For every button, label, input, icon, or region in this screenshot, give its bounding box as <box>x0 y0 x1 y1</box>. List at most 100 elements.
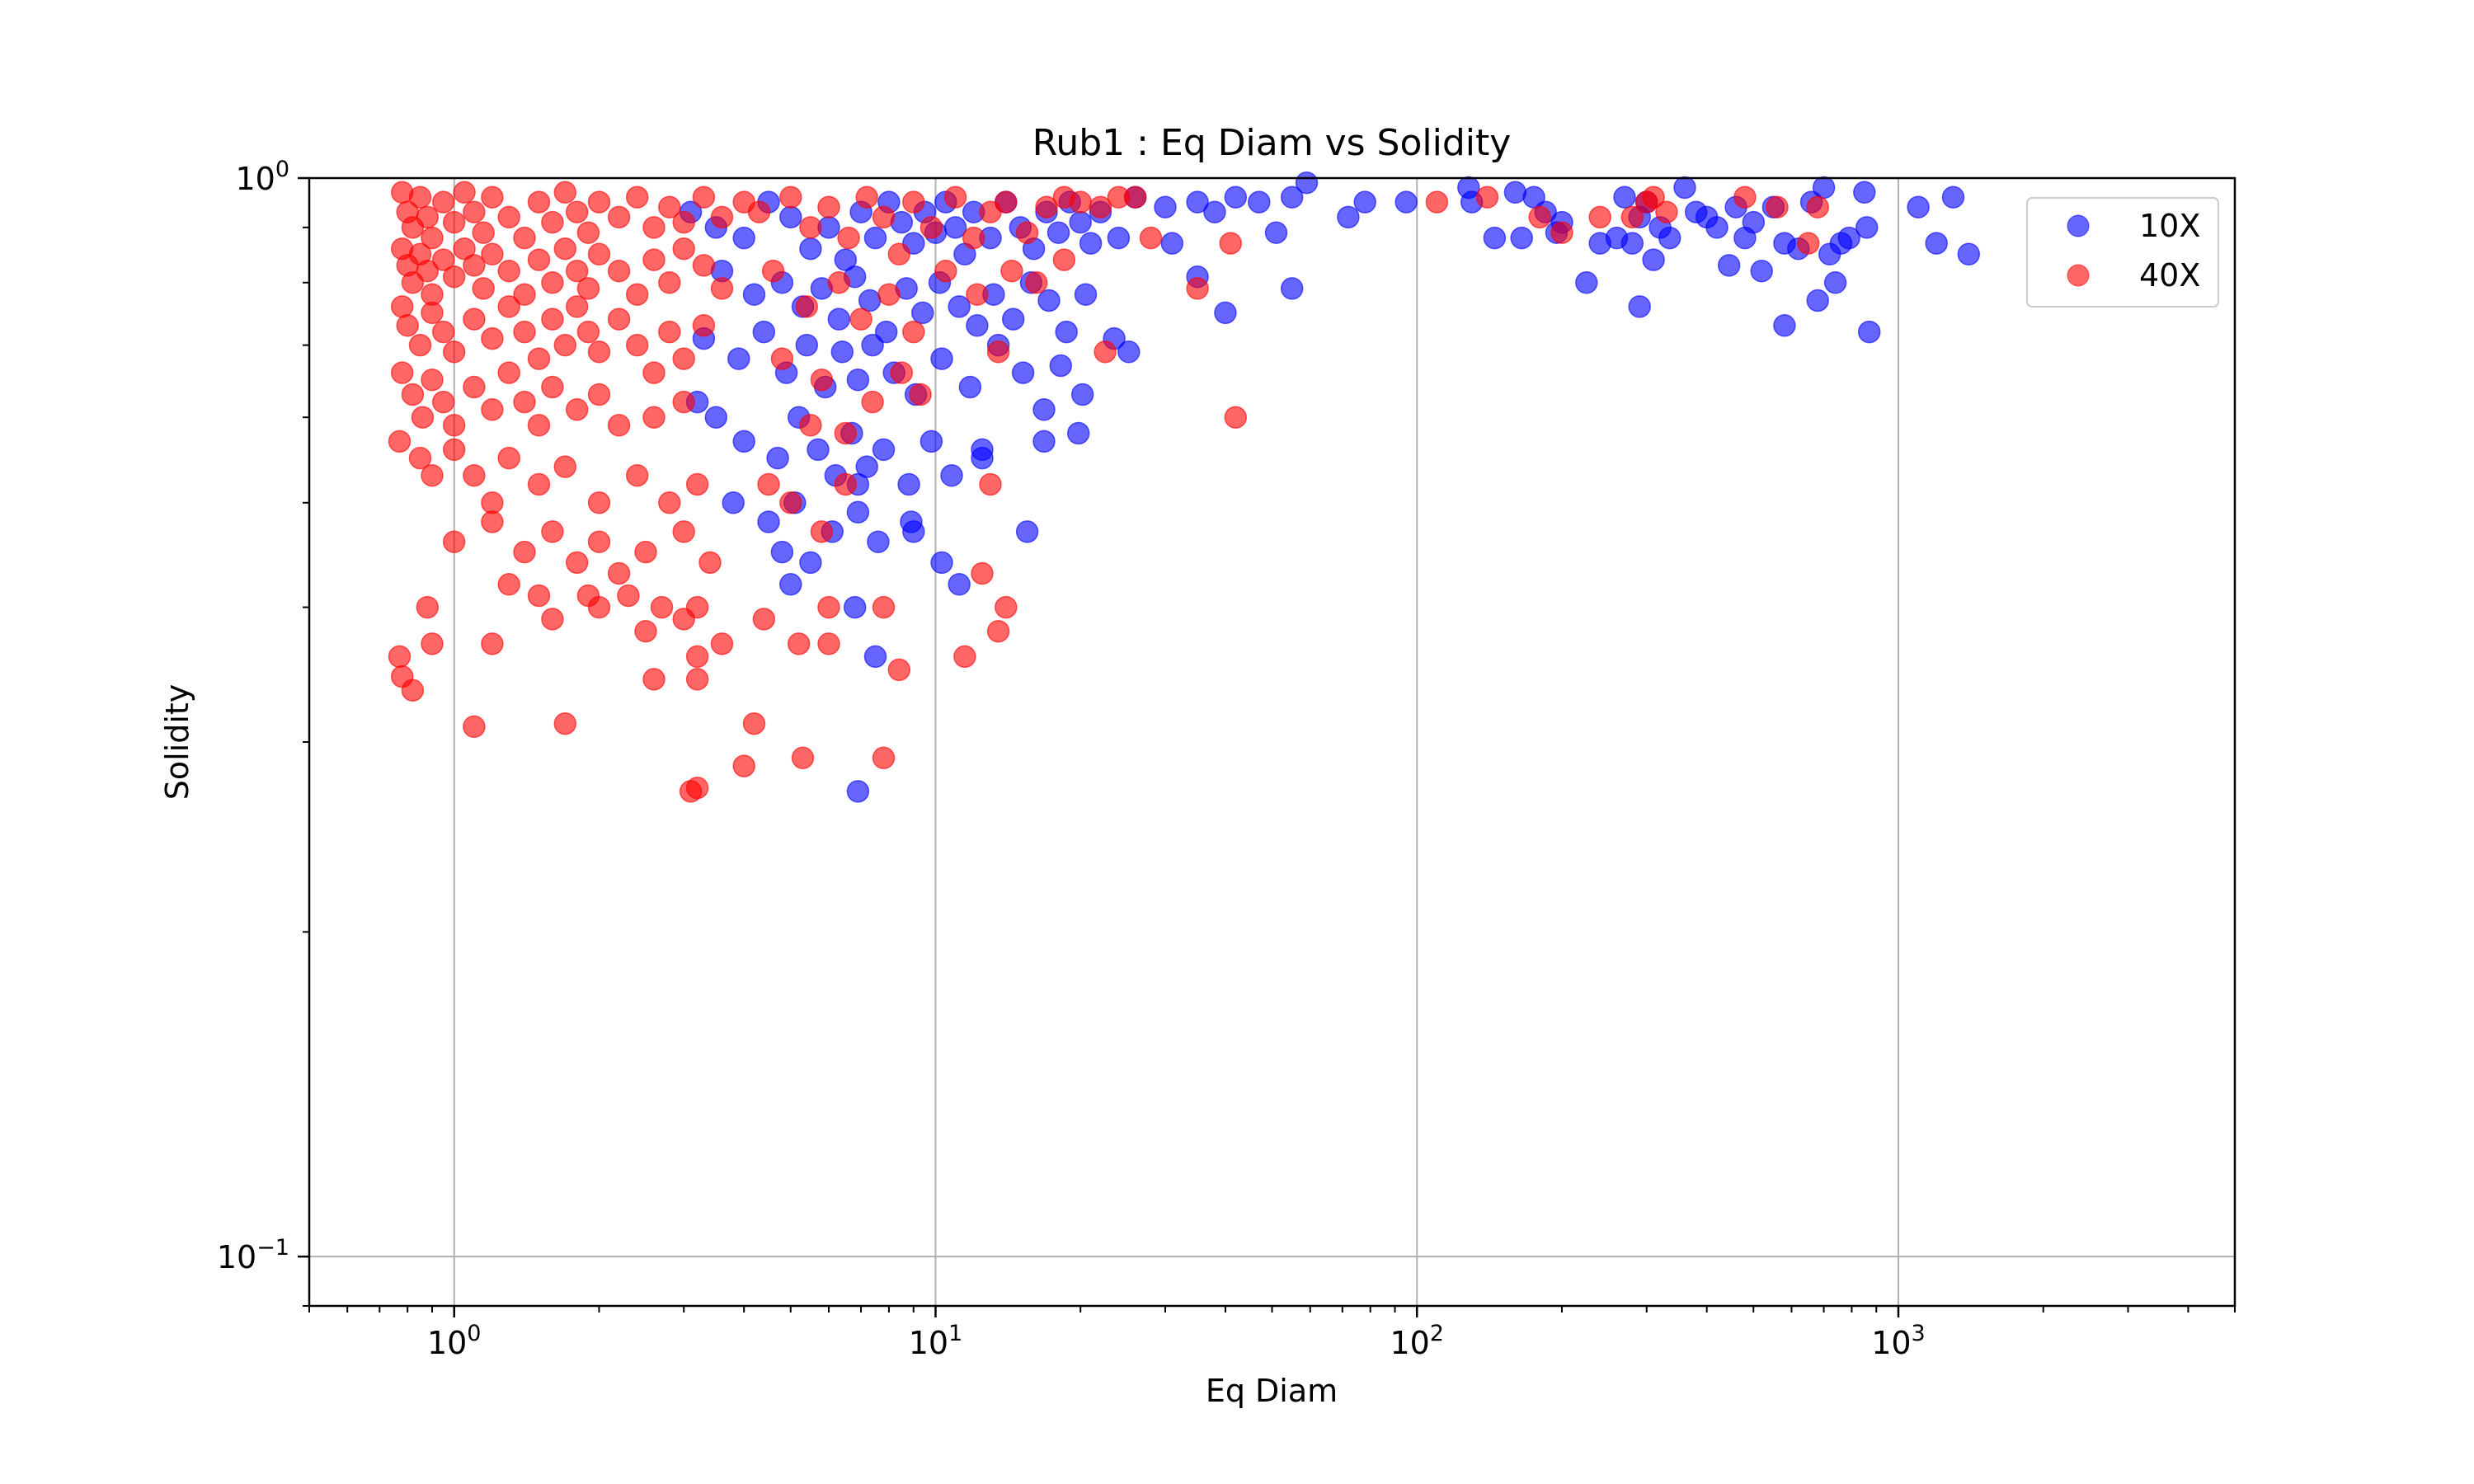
data-point-40x <box>827 271 851 294</box>
data-point-40x <box>855 186 878 209</box>
x-tick-label: 103 <box>1871 1321 1926 1361</box>
data-point-40x <box>625 333 649 357</box>
data-point-40x <box>1620 205 1644 229</box>
data-point-40x <box>607 308 631 331</box>
data-point-40x <box>513 320 536 344</box>
data-point-40x <box>698 551 722 575</box>
data-point-40x <box>1025 271 1048 294</box>
data-point-40x <box>527 472 551 496</box>
data-point-40x <box>576 221 600 244</box>
data-point-10x <box>1837 226 1860 250</box>
data-point-10x <box>1750 259 1773 283</box>
data-point-40x <box>587 491 611 514</box>
data-point-10x <box>1074 283 1098 306</box>
data-point-40x <box>565 398 589 421</box>
data-point-40x <box>472 277 495 300</box>
data-point-40x <box>421 632 444 655</box>
data-point-40x <box>617 584 640 608</box>
data-point-40x <box>685 645 709 669</box>
data-point-40x <box>565 551 589 575</box>
data-point-40x <box>799 216 822 239</box>
data-point-40x <box>872 205 896 229</box>
data-point-40x <box>1425 190 1449 214</box>
data-point-40x <box>576 320 600 344</box>
data-point-40x <box>642 406 666 429</box>
data-point-40x <box>837 226 860 250</box>
data-point-10x <box>1353 190 1376 214</box>
data-point-40x <box>587 242 611 266</box>
data-point-10x <box>1742 210 1766 234</box>
data-point-40x <box>553 455 577 478</box>
data-point-40x <box>607 561 631 585</box>
data-point-10x <box>830 340 854 364</box>
legend-marker-10x <box>2067 214 2090 237</box>
data-point-40x <box>527 248 551 271</box>
data-point-10x <box>1070 383 1094 406</box>
x-tick-exponent: 3 <box>1912 1321 1926 1346</box>
data-point-40x <box>497 205 520 229</box>
data-point-10x <box>958 375 982 399</box>
x-tick-base: 10 <box>427 1325 467 1361</box>
data-point-40x <box>481 242 504 266</box>
data-point-40x <box>481 186 504 209</box>
data-point-40x <box>541 375 564 399</box>
data-point-10x <box>799 551 822 575</box>
data-point-40x <box>887 658 911 682</box>
data-point-40x <box>497 361 520 384</box>
data-point-40x <box>962 226 985 250</box>
data-point-40x <box>625 463 649 487</box>
data-point-10x <box>1107 226 1131 250</box>
data-point-10x <box>1503 181 1527 204</box>
data-point-40x <box>463 375 486 399</box>
data-point-40x <box>1052 248 1076 271</box>
data-point-40x <box>1219 232 1242 255</box>
data-point-40x <box>607 414 631 437</box>
data-point-40x <box>587 383 611 406</box>
data-point-40x <box>770 347 794 370</box>
data-point-10x <box>1642 248 1665 271</box>
data-point-40x <box>943 186 967 209</box>
data-point-10x <box>1055 320 1078 344</box>
data-point-40x <box>672 347 695 370</box>
data-point-40x <box>710 277 734 300</box>
data-point-40x <box>442 530 466 553</box>
data-point-40x <box>1123 186 1147 209</box>
data-point-10x <box>1214 301 1237 325</box>
data-point-40x <box>795 295 819 318</box>
data-point-40x <box>890 361 914 384</box>
data-point-40x <box>742 711 766 735</box>
data-point-40x <box>986 619 1010 643</box>
data-point-10x <box>1907 195 1930 218</box>
data-point-10x <box>872 438 896 462</box>
data-point-10x <box>795 333 819 357</box>
data-point-40x <box>1015 221 1039 244</box>
data-point-40x <box>1224 406 1248 429</box>
x-tick-base: 10 <box>1871 1325 1911 1361</box>
x-tick-base: 10 <box>909 1325 948 1361</box>
data-point-40x <box>513 540 536 564</box>
chart-title: Rub1 : Eq Diam vs Solidity <box>1032 122 1512 164</box>
data-point-10x <box>1853 181 1876 204</box>
data-point-40x <box>421 368 444 392</box>
data-point-40x <box>408 446 432 470</box>
data-point-10x <box>1011 361 1035 384</box>
data-point-10x <box>1032 398 1056 421</box>
data-point-10x <box>757 510 780 533</box>
data-point-40x <box>472 221 495 244</box>
legend-label-40x: 40X <box>2139 257 2200 294</box>
data-point-40x <box>779 491 802 514</box>
legend: 10X 40X <box>2026 197 2219 308</box>
data-point-40x <box>979 472 1002 496</box>
data-point-40x <box>1089 195 1112 218</box>
data-point-40x <box>747 200 771 223</box>
data-point-40x <box>388 645 412 669</box>
data-point-40x <box>710 205 734 229</box>
data-point-40x <box>527 190 551 214</box>
legend-marker-40x <box>2067 264 2090 287</box>
data-point-10x <box>846 368 870 392</box>
data-point-40x <box>416 595 440 619</box>
y-tick-exponent: −1 <box>256 1235 289 1261</box>
data-point-40x <box>481 491 504 514</box>
data-point-40x <box>692 186 716 209</box>
